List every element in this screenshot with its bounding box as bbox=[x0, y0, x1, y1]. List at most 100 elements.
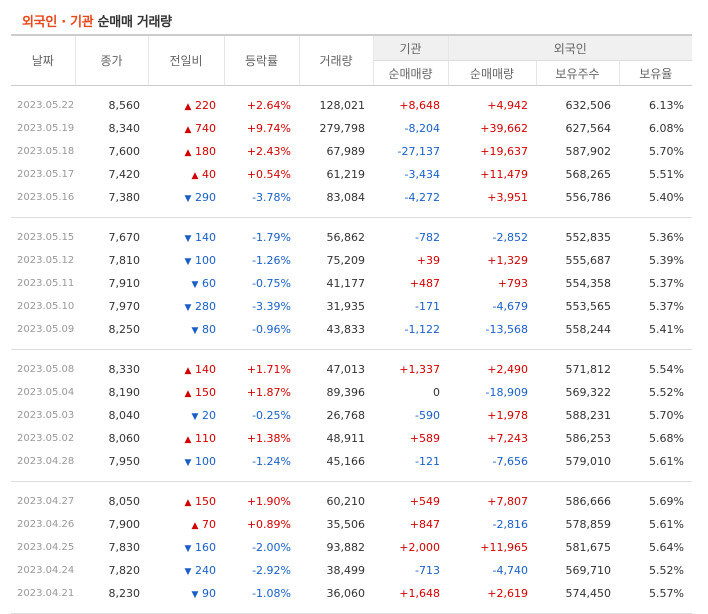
table-row: 2023.04.27 8,050 ▲ 150 +1.90% 60,210 +549 +7,80… bbox=[11, 490, 692, 513]
up-triangle-icon: ▲ bbox=[184, 102, 192, 112]
cell-holdings: 553,565 bbox=[565, 300, 612, 313]
cell-date: 2023.05.16 bbox=[17, 192, 75, 203]
cell-institution-net: +39 bbox=[416, 254, 440, 267]
cell-change-value: 150 bbox=[195, 386, 216, 399]
cell-date: 2023.05.10 bbox=[17, 301, 75, 312]
cell-rate: +1.90% bbox=[246, 495, 291, 508]
table-row: 2023.05.19 8,340 ▲ 740 +9.74% 279,798 -8,204 +3… bbox=[11, 117, 692, 140]
down-triangle-icon: ▼ bbox=[191, 280, 199, 290]
cell-change: ▲ 150 bbox=[148, 490, 224, 513]
cell-holdings: 587,902 bbox=[565, 145, 612, 158]
table-row: 2023.05.18 7,600 ▲ 180 +2.43% 67,989 -27,137 +1… bbox=[11, 140, 692, 163]
cell-volume: 89,396 bbox=[326, 386, 366, 399]
cell-holdings: 581,675 bbox=[565, 541, 612, 554]
cell-close: 7,910 bbox=[108, 277, 141, 290]
down-triangle-icon: ▼ bbox=[191, 412, 199, 422]
cell-holdings: 632,506 bbox=[565, 99, 612, 112]
cell-holdings: 552,835 bbox=[565, 231, 612, 244]
cell-institution-net: +487 bbox=[409, 277, 440, 290]
cell-institution-net: -782 bbox=[415, 231, 440, 244]
cell-close: 7,670 bbox=[108, 231, 141, 244]
cell-date: 2023.05.18 bbox=[17, 146, 75, 157]
cell-foreign-net: +39,662 bbox=[480, 122, 528, 135]
cell-volume: 31,935 bbox=[326, 300, 366, 313]
cell-close: 7,900 bbox=[108, 518, 141, 531]
cell-foreign-net: +2,619 bbox=[487, 587, 528, 600]
cell-volume: 41,177 bbox=[326, 277, 366, 290]
header-foreign-net: 순매매량 bbox=[447, 60, 536, 86]
cell-change-value: 20 bbox=[202, 409, 216, 422]
cell-rate: -0.75% bbox=[252, 277, 291, 290]
cell-date: 2023.04.28 bbox=[17, 456, 75, 467]
down-triangle-icon: ▼ bbox=[184, 567, 192, 577]
cell-close: 8,060 bbox=[108, 432, 141, 445]
cell-change: ▲ 70 bbox=[148, 513, 224, 536]
cell-change: ▲ 180 bbox=[148, 140, 224, 163]
cell-change-value: 240 bbox=[195, 564, 216, 577]
table-row: 2023.05.15 7,670 ▼ 140 -1.79% 56,862 -782 -2,85… bbox=[11, 226, 692, 249]
cell-change: ▲ 220 bbox=[148, 94, 224, 117]
cell-date: 2023.04.27 bbox=[17, 496, 75, 507]
cell-holdings: 586,253 bbox=[565, 432, 612, 445]
cell-holding-rate: 5.61% bbox=[649, 455, 684, 468]
cell-foreign-net: +1,978 bbox=[487, 409, 528, 422]
cell-holding-rate: 5.70% bbox=[649, 145, 684, 158]
cell-volume: 26,768 bbox=[326, 409, 366, 422]
cell-foreign-net: -2,852 bbox=[492, 231, 528, 244]
cell-foreign-net: -2,816 bbox=[492, 518, 528, 531]
cell-volume: 75,209 bbox=[326, 254, 366, 267]
group-divider bbox=[11, 209, 692, 218]
cell-change-value: 150 bbox=[195, 495, 216, 508]
cell-change-value: 140 bbox=[195, 363, 216, 376]
cell-holding-rate: 5.69% bbox=[649, 495, 684, 508]
cell-holding-rate: 5.61% bbox=[649, 518, 684, 531]
investor-trading-table: 날짜 종가 전일비 등락률 거래량 기관 외국인 순매매량 순매매량 보유주수 … bbox=[11, 34, 692, 614]
header-institution-net: 순매매량 bbox=[372, 60, 448, 86]
cell-change: ▲ 150 bbox=[148, 381, 224, 404]
cell-change-value: 110 bbox=[195, 432, 216, 445]
cell-change-value: 90 bbox=[202, 587, 216, 600]
cell-holding-rate: 5.37% bbox=[649, 300, 684, 313]
table-row: 2023.05.12 7,810 ▼ 100 -1.26% 75,209 +39 +1,329… bbox=[11, 249, 692, 272]
down-triangle-icon: ▼ bbox=[184, 458, 192, 468]
cell-institution-net: -590 bbox=[415, 409, 440, 422]
cell-close: 8,190 bbox=[108, 386, 141, 399]
cell-volume: 47,013 bbox=[326, 363, 366, 376]
cell-rate: +9.74% bbox=[246, 122, 291, 135]
cell-change: ▼ 100 bbox=[148, 249, 224, 272]
group-divider bbox=[11, 341, 692, 350]
table-row: 2023.05.16 7,380 ▼ 290 -3.78% 83,084 -4,272 +3,… bbox=[11, 186, 692, 209]
cell-volume: 43,833 bbox=[326, 323, 366, 336]
cell-date: 2023.05.03 bbox=[17, 410, 75, 421]
cell-institution-net: -121 bbox=[415, 455, 440, 468]
cell-change-value: 80 bbox=[202, 323, 216, 336]
cell-change: ▼ 290 bbox=[148, 186, 224, 209]
cell-foreign-net: +7,243 bbox=[487, 432, 528, 445]
cell-holdings: 588,231 bbox=[565, 409, 612, 422]
cell-close: 8,340 bbox=[108, 122, 141, 135]
cell-holdings: 569,710 bbox=[565, 564, 612, 577]
down-triangle-icon: ▼ bbox=[191, 326, 199, 336]
cell-change: ▲ 110 bbox=[148, 427, 224, 450]
cell-change-value: 70 bbox=[202, 518, 216, 531]
cell-rate: -0.96% bbox=[252, 323, 291, 336]
down-triangle-icon: ▼ bbox=[184, 234, 192, 244]
cell-holding-rate: 5.40% bbox=[649, 191, 684, 204]
cell-change-value: 40 bbox=[202, 168, 216, 181]
section-title: 외국인 · 기관 순매매 거래량 bbox=[22, 11, 172, 30]
cell-change-value: 280 bbox=[195, 300, 216, 313]
cell-change: ▼ 140 bbox=[148, 226, 224, 249]
table-row: 2023.05.17 7,420 ▲ 40 +0.54% 61,219 -3,434 +11,… bbox=[11, 163, 692, 186]
table-row: 2023.05.04 8,190 ▲ 150 +1.87% 89,396 0 -18,909 5… bbox=[11, 381, 692, 404]
up-triangle-icon: ▲ bbox=[191, 171, 199, 181]
cell-volume: 93,882 bbox=[326, 541, 366, 554]
table-row: 2023.05.11 7,910 ▼ 60 -0.75% 41,177 +487 +793 55… bbox=[11, 272, 692, 295]
cell-rate: +1.87% bbox=[246, 386, 291, 399]
cell-close: 7,600 bbox=[108, 145, 141, 158]
cell-close: 7,820 bbox=[108, 564, 141, 577]
cell-volume: 60,210 bbox=[326, 495, 366, 508]
cell-volume: 48,911 bbox=[326, 432, 366, 445]
cell-institution-net: 0 bbox=[433, 386, 440, 399]
cell-holding-rate: 6.08% bbox=[649, 122, 684, 135]
header-holdings: 보유주수 bbox=[535, 60, 619, 86]
